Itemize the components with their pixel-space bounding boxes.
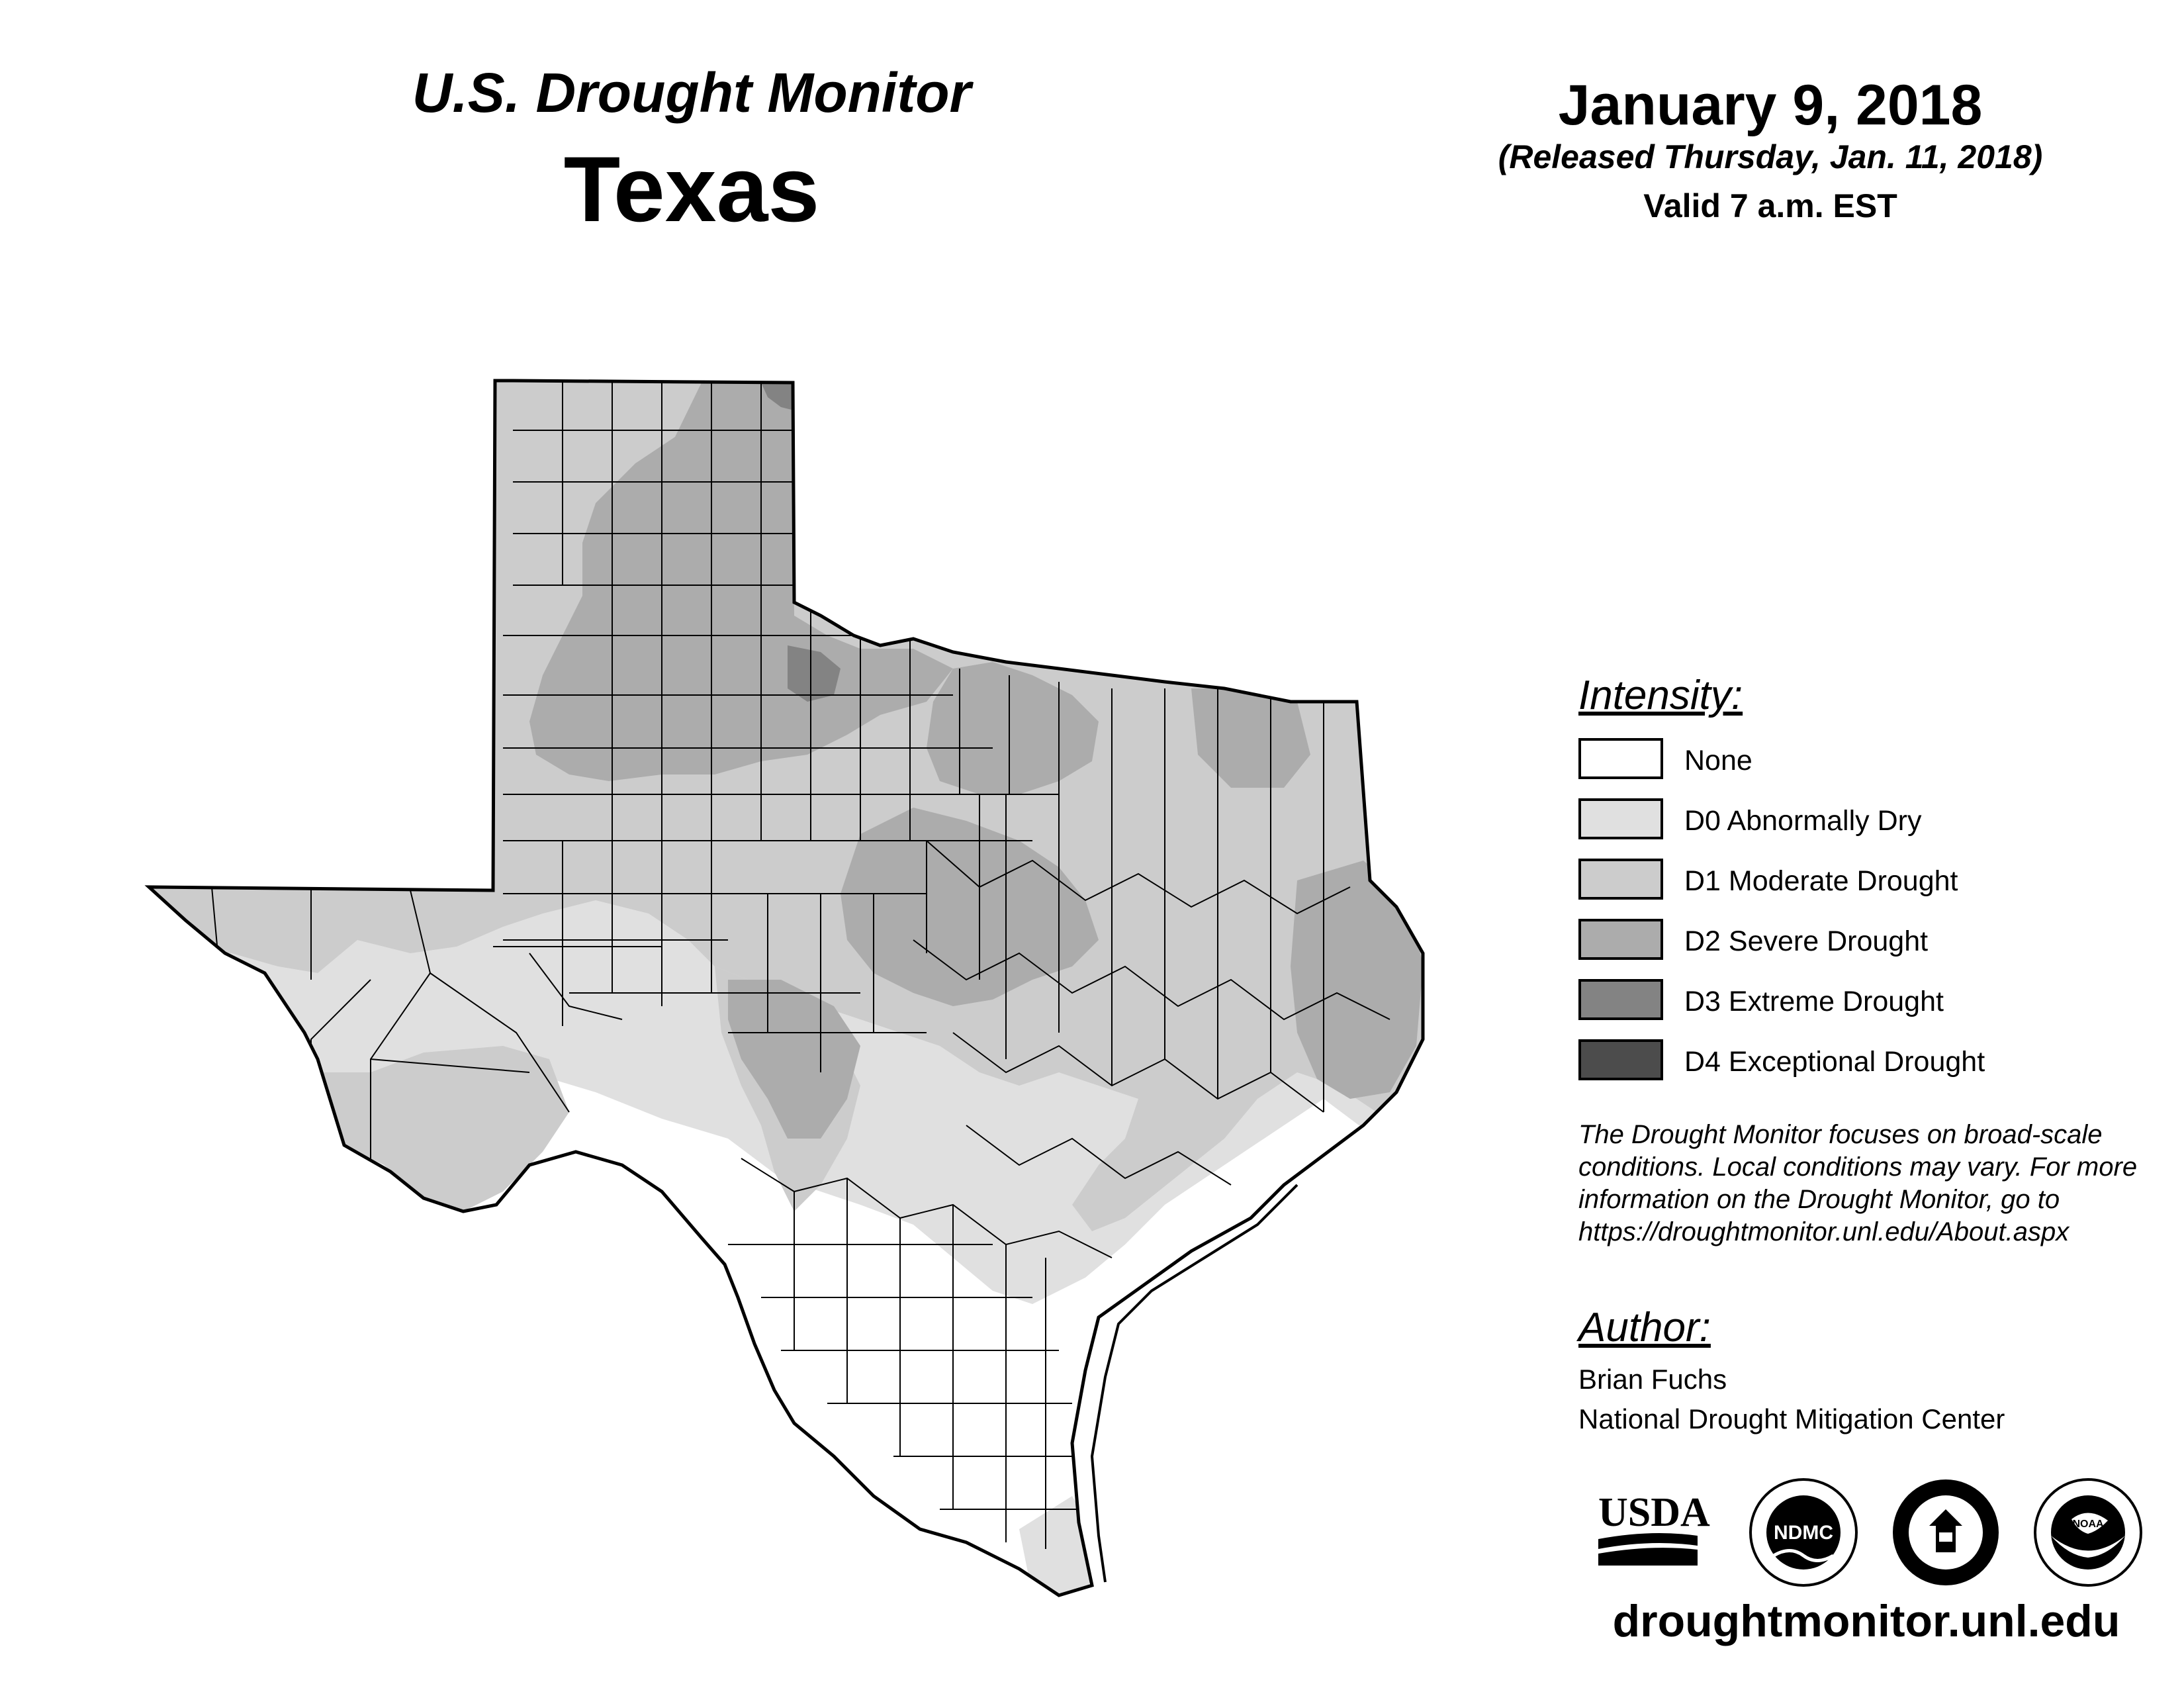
- svg-text:NDMC: NDMC: [1774, 1522, 1833, 1544]
- footer-url[interactable]: droughtmonitor.unl.edu: [1612, 1596, 2120, 1646]
- map-date: January 9, 2018: [1558, 73, 1983, 137]
- legend-swatch: [1578, 738, 1663, 779]
- author-heading: Author:: [1578, 1305, 1711, 1350]
- state-name: Texas: [563, 137, 820, 241]
- agency-logos: USDA NDMC NOAA: [1598, 1478, 2142, 1587]
- d3-area: [788, 645, 841, 702]
- legend-title: Intensity:: [1578, 673, 1743, 718]
- legend-label: D2 Severe Drought: [1684, 925, 1929, 957]
- legend-label: D0 Abnormally Dry: [1684, 805, 1922, 837]
- map-title: U.S. Drought Monitor: [412, 62, 972, 124]
- legend-label: D4 Exceptional Drought: [1684, 1046, 1985, 1078]
- legend-swatch: [1578, 1039, 1663, 1080]
- legend-label: D3 Extreme Drought: [1684, 986, 1944, 1017]
- legend-swatch: [1578, 798, 1663, 839]
- author-name: Brian Fuchs: [1578, 1364, 1727, 1395]
- disclaimer-note: The Drought Monitor focuses on broad-sca…: [1578, 1120, 2138, 1246]
- release-date: (Released Thursday, Jan. 11, 2018): [1498, 138, 2043, 175]
- legend-label: None: [1684, 745, 1752, 776]
- legend-label: D1 Moderate Drought: [1684, 865, 1958, 897]
- author-organization: National Drought Mitigation Center: [1578, 1403, 2005, 1434]
- legend-swatch: [1578, 919, 1663, 960]
- legend-swatch: [1578, 859, 1663, 900]
- ndmc-logo: NDMC: [1749, 1478, 1858, 1587]
- texas-outline: [144, 379, 1425, 1597]
- texas-drought-map: [144, 379, 1425, 1597]
- barrier-islands: [1090, 1184, 1298, 1583]
- usda-logo: USDA: [1598, 1490, 1710, 1566]
- department-of-commerce-seal-icon: [1893, 1479, 1999, 1585]
- svg-text:NOAA: NOAA: [2072, 1519, 2104, 1530]
- county-lines: [211, 381, 1390, 1549]
- noaa-logo: NOAA: [2034, 1478, 2142, 1587]
- svg-text:USDA: USDA: [1598, 1490, 1710, 1535]
- valid-time: Valid 7 a.m. EST: [1643, 187, 1897, 224]
- legend-swatch: [1578, 979, 1663, 1020]
